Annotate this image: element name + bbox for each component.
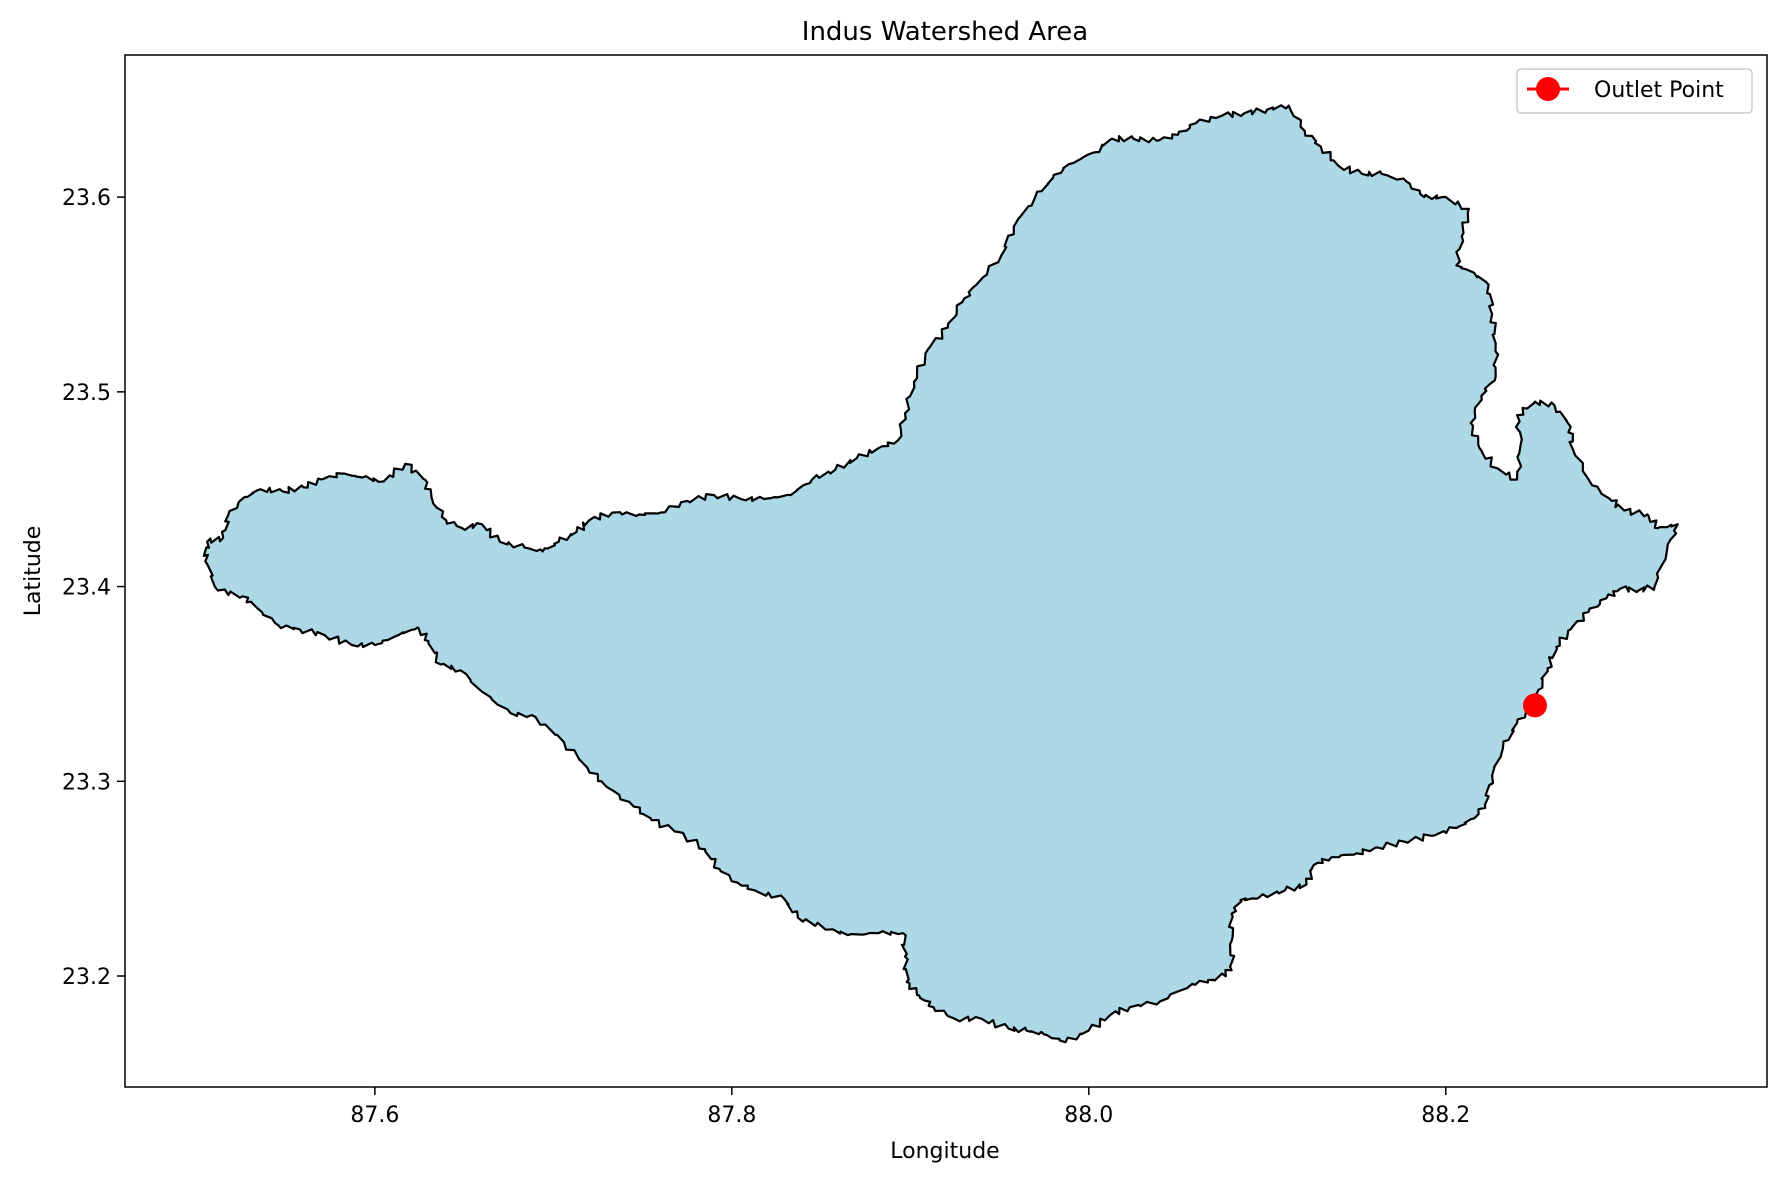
x-tick-label: 88.0: [1064, 1103, 1113, 1128]
x-tick-label: 88.2: [1421, 1103, 1470, 1128]
axes-frame: [124, 54, 1768, 1088]
y-axis-label: Latitude: [21, 526, 46, 617]
legend-label: Outlet Point: [1594, 78, 1724, 103]
y-tick-label: 23.6: [62, 186, 111, 211]
y-tick-label: 23.2: [62, 965, 111, 990]
y-tick-label: 23.4: [62, 576, 111, 601]
y-tick-label: 23.3: [62, 770, 111, 795]
x-axis-ticks: 87.6 87.8 88.0 88.2: [350, 1087, 1470, 1128]
legend: Outlet Point: [1516, 68, 1753, 114]
watershed-polygon: [202, 104, 1679, 1044]
x-tick-label: 87.8: [707, 1103, 756, 1128]
chart-title: Indus Watershed Area: [802, 17, 1088, 47]
legend-marker-icon: [1536, 77, 1560, 101]
x-axis-label: Longitude: [890, 1139, 999, 1164]
plot-area: [202, 104, 1679, 1044]
outlet-markers: [1522, 693, 1547, 718]
outlet-point-marker: [1522, 693, 1547, 718]
y-tick-label: 23.5: [62, 381, 111, 406]
x-tick-label: 87.6: [350, 1103, 399, 1128]
y-axis-ticks: 23.2 23.3 23.4 23.5 23.6: [62, 186, 125, 990]
legend-frame: [1516, 68, 1753, 114]
